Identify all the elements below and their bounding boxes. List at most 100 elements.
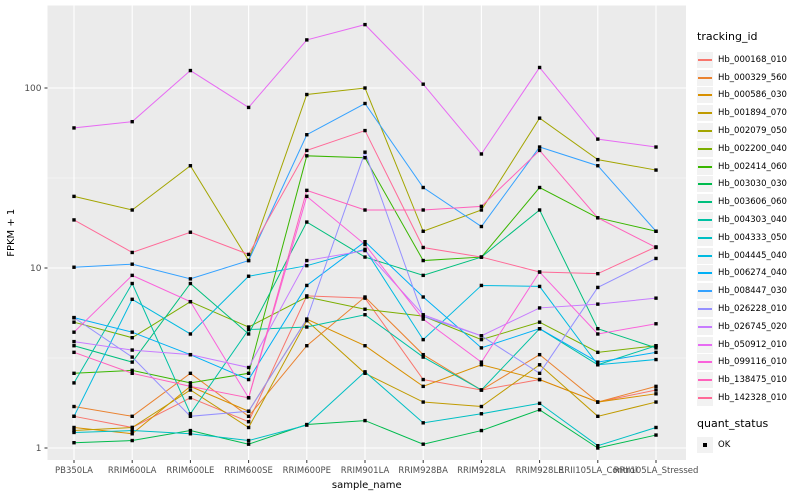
- line-swatch-icon: [698, 183, 712, 186]
- data-point: [596, 446, 600, 450]
- data-point: [363, 295, 367, 299]
- line-swatch-icon: [698, 361, 712, 364]
- data-point: [130, 273, 134, 278]
- data-point: [421, 400, 425, 404]
- legend-key: [697, 354, 713, 371]
- data-point: [305, 325, 309, 329]
- data-point: [305, 154, 309, 158]
- data-point: [596, 271, 600, 276]
- data-point: [654, 245, 658, 249]
- data-point: [596, 216, 600, 220]
- legend-key: [697, 283, 713, 300]
- data-point: [188, 381, 193, 385]
- legend-label: Hb_000168_010: [718, 54, 787, 65]
- data-point: [72, 315, 76, 320]
- data-point: [479, 224, 484, 229]
- line-swatch-icon: [698, 94, 712, 97]
- data-point: [537, 270, 542, 274]
- legend-item: Hb_003030_030: [697, 176, 800, 194]
- legend-title-quant-status: quant_status: [697, 416, 769, 430]
- legend-label: Hb_099116_010: [718, 357, 787, 368]
- data-point: [363, 248, 367, 253]
- data-point: [421, 82, 425, 86]
- data-point: [363, 128, 367, 133]
- legend-label: Hb_000586_030: [718, 90, 787, 101]
- data-point: [421, 442, 425, 446]
- legend-label: Hb_003030_030: [718, 179, 787, 190]
- data-point: [72, 344, 76, 348]
- line-swatch-icon: [698, 147, 712, 150]
- data-point: [537, 371, 542, 376]
- legend-key: [697, 229, 713, 246]
- data-point: [305, 133, 309, 137]
- data-point: [188, 352, 193, 357]
- legend-item: Hb_006274_040: [697, 265, 800, 283]
- data-point: [188, 428, 193, 433]
- data-point: [246, 327, 251, 332]
- legend-item: Hb_026228_010: [697, 300, 800, 318]
- data-point: [246, 332, 251, 336]
- line-swatch-icon: [698, 76, 712, 79]
- data-point: [363, 239, 367, 244]
- legend-key: [697, 51, 713, 68]
- data-point: [479, 363, 484, 367]
- data-point: [537, 148, 542, 153]
- data-point: [363, 242, 367, 247]
- data-point: [537, 408, 542, 412]
- data-point: [654, 296, 658, 300]
- data-point: [246, 425, 251, 430]
- legend-key: [697, 158, 713, 175]
- data-point: [421, 377, 425, 382]
- line-swatch-icon: [698, 272, 712, 275]
- data-point: [72, 126, 76, 130]
- data-point: [654, 350, 658, 355]
- legend-key: [697, 390, 713, 407]
- legend-key: [697, 265, 713, 282]
- legend: tracking_id Hb_000168_010 Hb_000329_560 Hb…: [697, 30, 800, 454]
- data-point: [654, 384, 658, 389]
- data-point: [596, 164, 600, 168]
- legend-item: Hb_099116_010: [697, 354, 800, 372]
- x-tick-label: RRIM600LA: [108, 466, 157, 476]
- legend-items: Hb_000168_010 Hb_000329_560 Hb_000586_030 H…: [697, 51, 800, 407]
- x-tick-label: RRII105LA_Stressed: [614, 466, 699, 476]
- data-point: [421, 229, 425, 233]
- line-swatch-icon: [698, 325, 712, 328]
- data-point: [596, 285, 600, 290]
- legend-label: Hb_026228_010: [718, 304, 787, 315]
- data-point: [130, 119, 134, 124]
- data-point: [537, 320, 542, 324]
- legend-item: Hb_004333_050: [697, 229, 800, 247]
- data-point: [72, 404, 76, 409]
- square-point-icon: [703, 442, 707, 447]
- data-point: [654, 256, 658, 261]
- x-tick-label: RRIM928LA: [457, 466, 506, 476]
- x-tick-label: RRIM928BA: [398, 466, 448, 476]
- legend-item: Hb_050912_010: [697, 336, 800, 354]
- legend-label: Hb_004333_050: [718, 232, 787, 243]
- data-point: [596, 157, 600, 162]
- legend-label: Hb_003606_060: [718, 197, 787, 208]
- x-axis-title: sample_name: [332, 480, 402, 491]
- data-point: [188, 299, 193, 304]
- data-point: [421, 355, 425, 359]
- data-point: [363, 418, 367, 423]
- data-point: [246, 377, 251, 382]
- data-point: [537, 401, 542, 406]
- data-point: [188, 281, 193, 286]
- legend-item: Hb_000168_010: [697, 51, 800, 69]
- line-swatch-icon: [698, 379, 712, 382]
- data-point: [130, 250, 134, 255]
- data-point: [421, 258, 425, 263]
- legend-key-quant: [697, 436, 713, 453]
- data-point: [72, 194, 76, 199]
- data-point: [537, 284, 542, 289]
- legend-title-tracking-id: tracking_id: [697, 30, 758, 43]
- data-point: [246, 419, 251, 424]
- legend-key: [697, 69, 713, 86]
- data-point: [654, 433, 658, 437]
- data-point: [130, 432, 134, 436]
- legend-key: [697, 301, 713, 318]
- data-point: [596, 414, 600, 419]
